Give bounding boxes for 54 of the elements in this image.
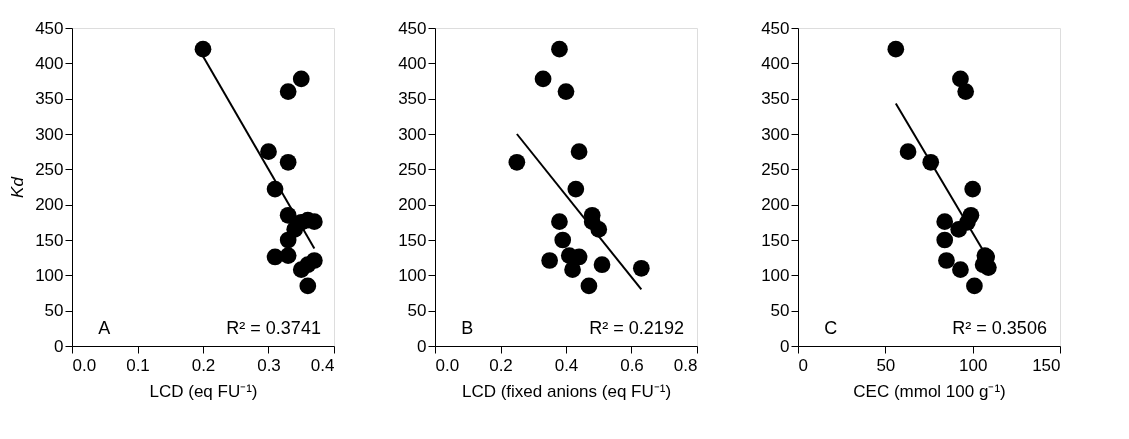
x-tick-label: 50 xyxy=(876,355,896,375)
y-tick-label: 50 xyxy=(44,301,64,321)
y-tick-label: 450 xyxy=(35,18,64,38)
y-tick-label: 0 xyxy=(417,336,427,356)
annotation: R² = 0.3741 xyxy=(226,318,321,338)
y-tick-label: 450 xyxy=(398,18,427,38)
y-tick-label: 50 xyxy=(770,301,790,321)
x-tick-label: 150 xyxy=(1032,355,1061,375)
y-tick-label: 100 xyxy=(398,265,427,285)
y-tick-label: 200 xyxy=(35,195,64,215)
y-tick-label: 0 xyxy=(54,336,64,356)
x-tick-label: 0.4 xyxy=(310,355,335,375)
x-axis-title: LCD (eq FU⁻¹) xyxy=(149,381,258,401)
annotation: A xyxy=(98,318,111,338)
y-tick-label: 400 xyxy=(761,53,790,73)
y-tick-label: 350 xyxy=(398,89,427,109)
x-tick-label: 0.2 xyxy=(489,355,513,375)
y-tick-label: 250 xyxy=(398,159,427,179)
y-tick-label: 150 xyxy=(35,230,64,250)
y-tick-label: 150 xyxy=(398,230,427,250)
y-tick-label: 50 xyxy=(407,301,427,321)
x-tick-label: 0.6 xyxy=(620,355,644,375)
annotation: R² = 0.3506 xyxy=(952,318,1047,338)
y-tick-label: 450 xyxy=(761,18,790,38)
x-tick-label: 0.4 xyxy=(554,355,579,375)
annotation: R² = 0.2192 xyxy=(589,318,684,338)
y-tick-label: 200 xyxy=(398,195,427,215)
x-tick-label: 0.0 xyxy=(72,355,97,375)
annotation: C xyxy=(824,318,838,338)
y-axis-title: Kd xyxy=(8,176,28,198)
y-tick-label: 300 xyxy=(398,124,427,144)
x-tick-label: 0 xyxy=(798,355,808,375)
y-tick-label: 100 xyxy=(35,265,64,285)
y-tick-label: 300 xyxy=(35,124,64,144)
y-tick-label: 0 xyxy=(780,336,790,356)
y-tick-label: 350 xyxy=(761,89,790,109)
x-tick-label: 0.8 xyxy=(673,355,698,375)
y-tick-label: 300 xyxy=(761,124,790,144)
y-tick-label: 100 xyxy=(761,265,790,285)
y-tick-label: 400 xyxy=(398,53,427,73)
y-tick-label: 350 xyxy=(35,89,64,109)
x-tick-label: 0.2 xyxy=(191,355,216,375)
x-tick-label: 0.0 xyxy=(435,355,460,375)
x-axis-title: CEC (mmol 100 g⁻¹) xyxy=(853,381,1006,401)
x-axis-title: LCD (fixed anions (eq FU⁻¹) xyxy=(461,381,672,401)
y-tick-label: 250 xyxy=(35,159,64,179)
x-tick-label: 0.3 xyxy=(257,355,281,375)
annotation: B xyxy=(461,318,474,338)
y-tick-label: 150 xyxy=(761,230,790,250)
x-tick-label: 100 xyxy=(958,355,988,375)
y-tick-label: 250 xyxy=(761,159,790,179)
y-tick-label: 200 xyxy=(761,195,790,215)
x-tick-label: 0.1 xyxy=(126,355,150,375)
y-tick-label: 400 xyxy=(35,53,64,73)
